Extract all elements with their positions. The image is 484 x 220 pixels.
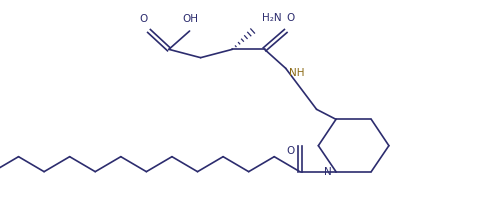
Text: N: N xyxy=(323,167,331,177)
Text: O: O xyxy=(286,13,294,23)
Text: H₂N: H₂N xyxy=(262,13,281,23)
Text: OH: OH xyxy=(182,14,198,24)
Text: O: O xyxy=(286,146,295,156)
Text: NH: NH xyxy=(288,68,303,78)
Text: O: O xyxy=(139,14,147,24)
